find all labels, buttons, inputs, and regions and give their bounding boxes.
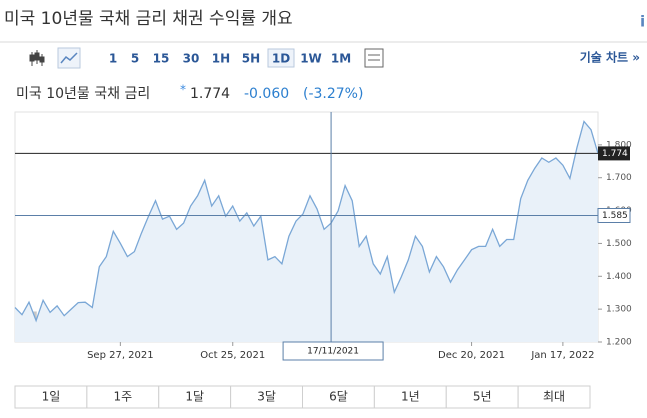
settings-icon[interactable] xyxy=(364,48,384,68)
interval-selected xyxy=(267,48,295,68)
info-icon[interactable]: i xyxy=(640,13,645,31)
y-tick-label: 1.800 xyxy=(606,140,632,150)
x-tick-label: Dec 20, 2021 xyxy=(438,350,505,361)
quote-name: 미국 10년물 국채 금리 xyxy=(16,86,150,102)
area-fill xyxy=(15,121,598,342)
quote-price: 1.774 xyxy=(190,86,230,102)
line-icon[interactable] xyxy=(57,47,81,69)
y-tick-label: 1.200 xyxy=(606,338,632,348)
x-tick-label: Jan 17, 2022 xyxy=(530,350,594,361)
range-button-label[interactable]: 1달 xyxy=(185,390,204,404)
last-value-label: 1.774 xyxy=(602,149,628,159)
tech-chart-link[interactable]: 기술 차트 » xyxy=(580,50,640,65)
interval-button[interactable]: 1H xyxy=(212,52,230,66)
crosshair-x-box xyxy=(282,341,384,361)
x-tick-label: Sep 27, 2021 xyxy=(87,350,154,361)
range-button[interactable] xyxy=(517,385,591,409)
interval-button[interactable]: 15 xyxy=(153,52,170,66)
crosshair-x-label: 17/11/2021 xyxy=(307,347,359,357)
range-button-label[interactable]: 1년 xyxy=(401,390,420,404)
range-button-label[interactable]: 6달 xyxy=(329,390,348,404)
title: 미국 10년물 국채 금리 채권 수익률 개요 xyxy=(4,9,293,29)
price-line xyxy=(14,120,599,323)
candle-icon[interactable] xyxy=(29,50,45,66)
interval-button[interactable]: 1 xyxy=(109,52,117,66)
quote-star: * xyxy=(180,83,186,97)
range-button-label[interactable]: 1일 xyxy=(42,390,61,404)
interval-button[interactable]: 5 xyxy=(131,52,139,66)
y-tick-label: 1.700 xyxy=(606,173,632,183)
y-tick-label: 1.500 xyxy=(606,239,632,249)
interval-button[interactable]: 1M xyxy=(331,52,351,66)
interval-button[interactable]: 1W xyxy=(300,52,322,66)
last-value-box xyxy=(598,146,630,161)
y-tick-label: 1.300 xyxy=(606,305,632,315)
x-tick-label: Oct 25, 2021 xyxy=(200,350,265,361)
interval-button[interactable]: 30 xyxy=(183,52,200,66)
interval-button[interactable]: 1D xyxy=(272,52,290,66)
line-icon-glyph xyxy=(60,52,78,64)
range-button-label[interactable]: 3달 xyxy=(257,390,276,404)
y-tick-label: 1.400 xyxy=(606,272,632,282)
interval-button[interactable]: 5H xyxy=(242,52,260,66)
quote-change-percent: (-3.27%) xyxy=(303,86,363,102)
range-button-label[interactable]: 1주 xyxy=(113,390,132,404)
range-button-label[interactable]: 5년 xyxy=(473,390,492,404)
crosshair-y-label: 1.585 xyxy=(602,211,628,221)
quote-change: -0.060 xyxy=(244,86,289,102)
crosshair-y-box xyxy=(597,208,631,223)
range-button-label[interactable]: 최대 xyxy=(543,390,565,404)
